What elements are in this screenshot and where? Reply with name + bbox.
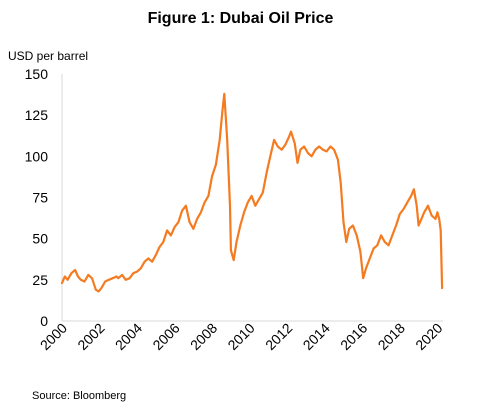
dubai-oil-price-series-line	[60, 92, 444, 293]
source-note: Source: Bloomberg	[32, 390, 127, 402]
x-tick-label: 2018	[375, 320, 408, 353]
y-tick-label: 100	[25, 148, 49, 164]
x-tick-label: 2016	[337, 320, 370, 353]
x-tick-label: 2008	[187, 320, 220, 353]
x-tick-label: 2010	[224, 320, 257, 353]
y-tick-label: 0	[40, 313, 48, 329]
x-tick-label: 2014	[300, 320, 333, 353]
chart-title: Figure 1: Dubai Oil Price	[147, 10, 334, 27]
x-tick-label: 2006	[149, 320, 182, 353]
y-tick-label: 150	[25, 66, 49, 82]
y-tick-label: 75	[32, 190, 48, 206]
y-axis-unit-label: USD per barrel	[8, 49, 89, 63]
x-tick-label: 2002	[74, 320, 107, 353]
x-tick-label: 2020	[412, 320, 445, 353]
x-tick-label: 2004	[112, 320, 145, 353]
x-tick-label: 2012	[262, 320, 295, 353]
y-tick-label: 25	[32, 272, 48, 288]
y-tick-label: 125	[25, 107, 49, 123]
y-tick-label: 50	[32, 231, 48, 247]
